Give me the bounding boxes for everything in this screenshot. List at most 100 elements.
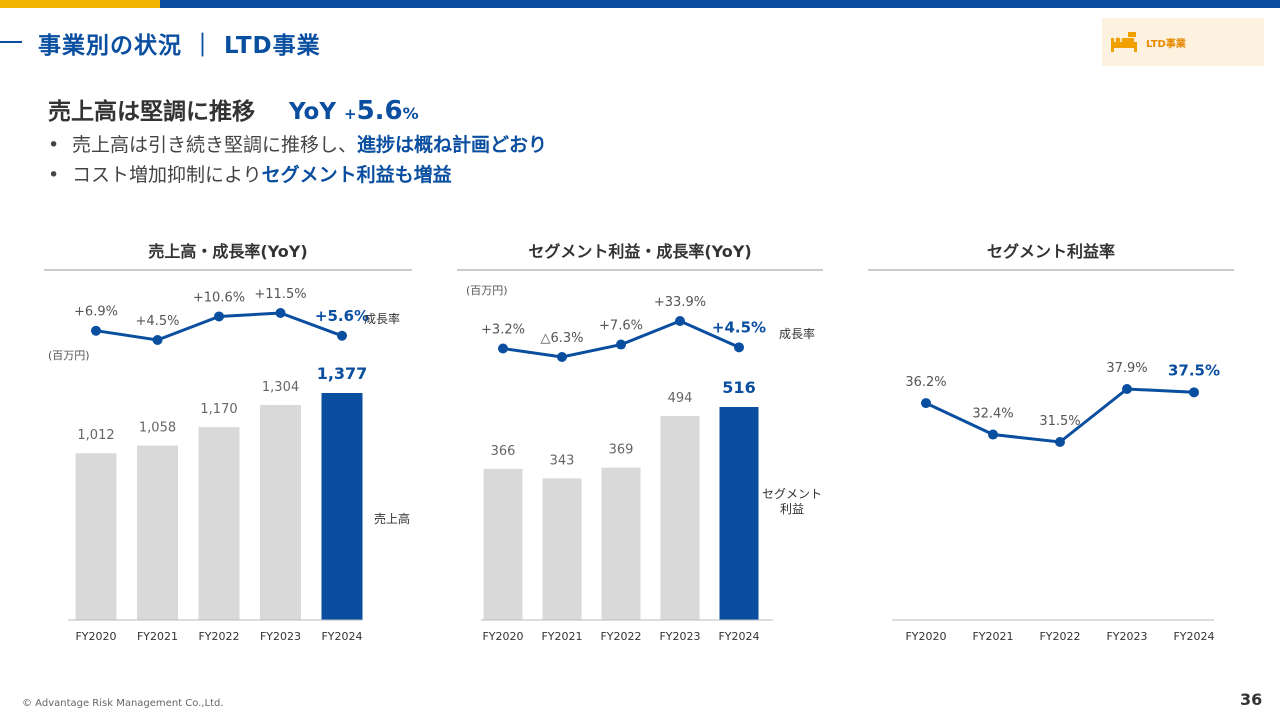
growth-label: +7.6% [599, 319, 643, 334]
yoy-value: 5.6 [356, 96, 403, 126]
growth-point [616, 339, 626, 350]
x-tick-label: FY2021 [541, 630, 582, 643]
bar-series-label: 利益 [780, 502, 804, 516]
bar-value-label: 516 [722, 378, 755, 397]
growth-point [152, 335, 163, 345]
bar-value-label: 369 [609, 443, 634, 458]
margin-label: 31.5% [1039, 414, 1080, 429]
x-tick-label: FY2021 [972, 630, 1013, 643]
x-tick-label: FY2020 [75, 630, 116, 643]
margin-label: 37.5% [1168, 361, 1220, 379]
bar [260, 405, 301, 620]
margin-point [1189, 387, 1199, 398]
top-accent-bar-gold [0, 0, 160, 8]
bar [75, 453, 117, 620]
bullet-highlight: 進捗は概ね計画どおり [357, 134, 548, 156]
bullet-marker: • [48, 134, 60, 156]
growth-label: +10.6% [193, 290, 245, 305]
copyright: © Advantage Risk Management Co.,Ltd. [22, 698, 224, 709]
growth-label: +4.5% [136, 314, 180, 329]
margin-point [1055, 437, 1065, 447]
bar [542, 478, 582, 620]
bar-value-label: 1,304 [262, 380, 299, 395]
growth-label: +3.2% [481, 322, 525, 337]
margin-point [1122, 384, 1132, 394]
bar-value-label: 366 [491, 444, 516, 459]
growth-label: +4.5% [712, 318, 766, 336]
title-dash [0, 41, 22, 43]
margin-point [921, 398, 931, 409]
yoy-sign: + [344, 105, 357, 123]
badge-label: LTD事業 [1146, 39, 1186, 50]
page-number: 36 [1240, 690, 1263, 709]
x-tick-label: FY2024 [321, 630, 362, 643]
margin-point [988, 429, 998, 440]
bar [137, 445, 178, 620]
x-tick-label: FY2023 [1106, 630, 1147, 643]
bar-value-label: 1,377 [317, 364, 368, 383]
growth-point [734, 342, 744, 353]
headline-text: 売上高は堅調に推移 [48, 99, 255, 125]
bar-value-label: 1,012 [77, 428, 114, 443]
headline: 売上高は堅調に推移 YoY +5.6% [48, 92, 419, 126]
x-tick-label: FY2023 [659, 630, 700, 643]
growth-label: +6.9% [74, 305, 118, 320]
bar-value-label: 343 [550, 453, 575, 468]
bar [321, 393, 363, 620]
chart-title-margin: セグメント利益率 [986, 242, 1115, 261]
growth-label: +33.9% [654, 295, 706, 310]
margin-label: 36.2% [905, 375, 946, 390]
chart-title-profit: セグメント利益・成長率(YoY) [528, 242, 752, 261]
growth-point [557, 352, 567, 362]
x-tick-label: FY2022 [1039, 630, 1080, 643]
growth-point [91, 325, 101, 336]
growth-point [498, 343, 508, 354]
x-tick-label: FY2021 [137, 630, 178, 643]
x-tick-label: FY2020 [482, 630, 523, 643]
yoy-prefix: YoY [289, 99, 345, 125]
bar [719, 407, 759, 620]
x-tick-label: FY2024 [718, 630, 759, 643]
bar [601, 467, 641, 620]
growth-point [337, 330, 347, 341]
bullet-marker: • [48, 164, 60, 186]
x-tick-label: FY2022 [600, 630, 641, 643]
unit-label: (百万円) [466, 284, 508, 297]
bar [660, 416, 700, 620]
top-accent-bar-blue [160, 0, 1280, 8]
margin-label: 32.4% [972, 407, 1013, 422]
x-tick-label: FY2022 [198, 630, 239, 643]
bullet-item: • コスト増加抑制によりセグメント利益も増益 [48, 160, 452, 187]
bar-series-label: セグメント [762, 487, 822, 501]
bar [198, 427, 240, 620]
bar-series-label: 売上高 [374, 511, 410, 526]
margin-label: 37.9% [1106, 361, 1147, 376]
bar [483, 468, 523, 620]
growth-point [275, 308, 286, 318]
bullet-item: • 売上高は引き続き堅調に推移し、進捗は概ね計画どおり [48, 130, 547, 157]
growth-point [675, 316, 685, 326]
segment-badge: LTD事業 [1102, 18, 1264, 66]
bed-icon [1111, 32, 1137, 52]
bullet-text: 売上高は引き続き堅調に推移し、 [72, 134, 358, 156]
growth-label: +11.5% [254, 287, 306, 302]
bar-value-label: 494 [668, 391, 693, 406]
chart-title-sales: 売上高・成長率(YoY) [148, 242, 308, 261]
x-tick-label: FY2020 [905, 630, 946, 643]
growth-label: △6.3% [540, 331, 583, 346]
bar-value-label: 1,058 [139, 421, 176, 436]
growth-series-label: 成長率 [779, 326, 815, 341]
x-tick-label: FY2023 [260, 630, 301, 643]
page-title: 事業別の状況 ｜ LTD事業 [38, 33, 321, 59]
growth-label: +5.6% [315, 307, 369, 325]
growth-point [214, 311, 224, 322]
growth-series-label: 成長率 [364, 311, 400, 326]
bar-value-label: 1,170 [200, 402, 237, 417]
x-tick-label: FY2024 [1173, 630, 1214, 643]
bullet-text: コスト増加抑制により [72, 164, 262, 186]
unit-label: (百万円) [48, 349, 90, 362]
yoy-percent: % [402, 104, 419, 123]
bullet-highlight: セグメント利益も増益 [261, 164, 452, 186]
headline-yoy: YoY +5.6% [289, 96, 419, 126]
